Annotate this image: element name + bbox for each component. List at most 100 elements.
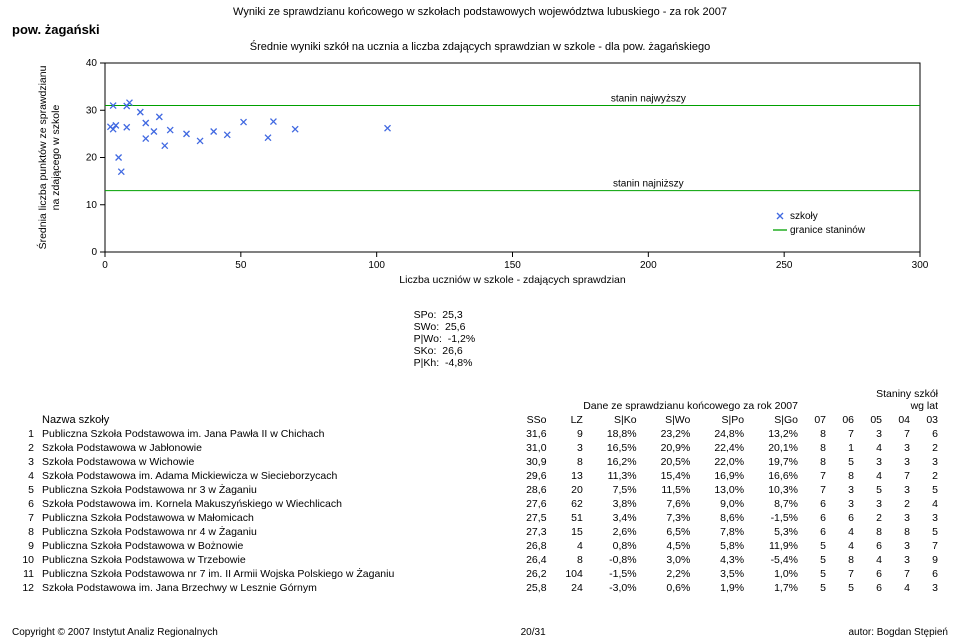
cell-sko: 0,8%: [587, 539, 641, 553]
cell-s07: 6: [802, 497, 830, 511]
cell-swo: 7,6%: [641, 497, 695, 511]
sko-label: SKo:: [414, 345, 437, 357]
row-name: Szkoła Podstawowa im. Adama Mickiewicza …: [38, 469, 510, 483]
cell-sko: 16,5%: [587, 441, 641, 455]
row-name: Szkoła Podstawowa w Jabłonowie: [38, 441, 510, 455]
cell-swo: 2,2%: [641, 567, 695, 581]
row-idx: 1: [12, 427, 38, 441]
row-idx: 3: [12, 455, 38, 469]
cell-s03: 9: [914, 553, 942, 567]
cell-s06: 5: [830, 455, 858, 469]
cell-sgo: 8,7%: [748, 497, 802, 511]
svg-text:granice staninów: granice staninów: [790, 225, 866, 236]
cell-s07: 5: [802, 581, 830, 595]
cell-s06: 8: [830, 469, 858, 483]
cell-spo: 9,0%: [694, 497, 748, 511]
cell-sko: 11,3%: [587, 469, 641, 483]
row-idx: 6: [12, 497, 38, 511]
cell-sgo: 19,7%: [748, 455, 802, 469]
cell-s03: 3: [914, 455, 942, 469]
row-idx: 5: [12, 483, 38, 497]
cell-s05: 6: [858, 581, 886, 595]
cell-s04: 3: [886, 511, 914, 525]
row-idx: 12: [12, 581, 38, 595]
table-row: 12Szkoła Podstawowa im. Jana Brzechwy w …: [12, 581, 942, 595]
cell-sgo: 20,1%: [748, 441, 802, 455]
svg-text:40: 40: [86, 58, 98, 69]
cell-s07: 7: [802, 483, 830, 497]
cell-sgo: 10,3%: [748, 483, 802, 497]
results-table: Nazwa szkoły Dane ze sprawdzianu końcowe…: [12, 387, 942, 595]
svg-text:10: 10: [86, 200, 98, 211]
cell-s03: 6: [914, 427, 942, 441]
cell-s06: 3: [830, 497, 858, 511]
svg-text:0: 0: [102, 260, 108, 271]
table-row: 1Publiczna Szkoła Podstawowa im. Jana Pa…: [12, 427, 942, 441]
cell-s05: 5: [858, 483, 886, 497]
row-name: Szkoła Podstawowa im. Kornela Makuszyńsk…: [38, 497, 510, 511]
page-title: Wyniki ze sprawdzianu końcowego w szkoła…: [12, 6, 948, 18]
col-07: 07: [802, 413, 830, 427]
svg-text:szkoły: szkoły: [790, 211, 818, 222]
cell-lz: 9: [551, 427, 587, 441]
cell-sgo: 1,7%: [748, 581, 802, 595]
col-05: 05: [858, 413, 886, 427]
cell-s06: 4: [830, 525, 858, 539]
col-03: 03: [914, 413, 942, 427]
cell-s07: 8: [802, 441, 830, 455]
cell-s07: 7: [802, 469, 830, 483]
cell-sko: -1,5%: [587, 567, 641, 581]
table-row: 4 Szkoła Podstawowa im. Adama Mickiewicza…: [12, 469, 942, 483]
cell-s04: 3: [886, 553, 914, 567]
svg-text:200: 200: [640, 260, 657, 271]
cell-sso: 26,4: [510, 553, 550, 567]
cell-s04: 4: [886, 581, 914, 595]
col-sso: SSo: [510, 413, 550, 427]
cell-s06: 4: [830, 539, 858, 553]
cell-swo: 6,5%: [641, 525, 695, 539]
cell-s03: 7: [914, 539, 942, 553]
cell-sko: 3,8%: [587, 497, 641, 511]
cell-s07: 8: [802, 455, 830, 469]
svg-text:Średnia liczba punktów ze spra: Średnia liczba punktów ze sprawdzianu: [36, 65, 49, 249]
cell-spo: 3,5%: [694, 567, 748, 581]
cell-sgo: 11,9%: [748, 539, 802, 553]
pkh-label: P|Kh:: [414, 357, 440, 369]
cell-sko: 18,8%: [587, 427, 641, 441]
svg-text:na zdającego w szkole: na zdającego w szkole: [50, 105, 62, 211]
row-name: Publiczna Szkoła Podstawowa im. Jana Paw…: [38, 427, 510, 441]
pwo-value: -1,2%: [448, 333, 475, 345]
cell-spo: 16,9%: [694, 469, 748, 483]
row-name: Publiczna Szkoła Podstawowa w Trzebowie: [38, 553, 510, 567]
cell-s05: 4: [858, 469, 886, 483]
cell-s03: 6: [914, 567, 942, 581]
pkh-value: -4,8%: [445, 357, 472, 369]
row-name: Publiczna Szkoła Podstawowa nr 4 w Żagan…: [38, 525, 510, 539]
cell-s04: 8: [886, 525, 914, 539]
cell-s05: 6: [858, 539, 886, 553]
table-row: 10Publiczna Szkoła Podstawowa w Trzebowi…: [12, 553, 942, 567]
cell-swo: 15,4%: [641, 469, 695, 483]
chart-title: Średnie wyniki szkół na ucznia a liczba …: [15, 41, 945, 53]
cell-s06: 7: [830, 567, 858, 581]
svg-text:150: 150: [504, 260, 521, 271]
footer: Copyright © 2007 Instytut Analiz Regiona…: [12, 627, 948, 638]
cell-s03: 3: [914, 511, 942, 525]
svg-text:30: 30: [86, 105, 98, 116]
svg-text:Liczba uczniów w szkole - zdaj: Liczba uczniów w szkole - zdających spra…: [399, 274, 626, 286]
cell-s04: 3: [886, 483, 914, 497]
cell-swo: 4,5%: [641, 539, 695, 553]
cell-sso: 26,2: [510, 567, 550, 581]
cell-sgo: 5,3%: [748, 525, 802, 539]
cell-lz: 104: [551, 567, 587, 581]
cell-lz: 3: [551, 441, 587, 455]
row-name: Publiczna Szkoła Podstawowa nr 3 w Żagan…: [38, 483, 510, 497]
cell-sgo: 13,2%: [748, 427, 802, 441]
summary-line: SPo: 25,3 SWo: 25,6 P|Wo: -1,2% SKo: 26,…: [12, 297, 948, 381]
row-idx: 7: [12, 511, 38, 525]
cell-spo: 24,8%: [694, 427, 748, 441]
cell-spo: 8,6%: [694, 511, 748, 525]
col-06: 06: [830, 413, 858, 427]
cell-lz: 15: [551, 525, 587, 539]
cell-sgo: -5,4%: [748, 553, 802, 567]
